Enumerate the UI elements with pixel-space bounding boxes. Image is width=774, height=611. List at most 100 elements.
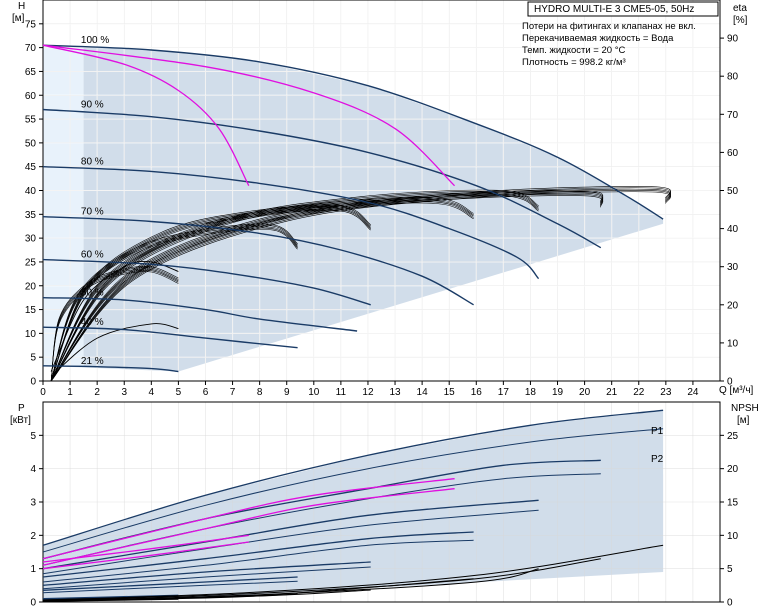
y-right-label-top-1: eta xyxy=(733,3,747,14)
y-tick-label-right: 20 xyxy=(727,464,739,475)
y-tick-label-left: 55 xyxy=(25,115,37,126)
y-tick-label-right: 90 xyxy=(727,34,739,45)
power-curve-p2 xyxy=(42,539,474,583)
x-tick-label: 3 xyxy=(121,387,127,398)
x-tick-label: 24 xyxy=(687,387,699,398)
x-tick-label: 15 xyxy=(444,387,456,398)
x-tick-label: 22 xyxy=(633,387,645,398)
speed-curve-label: 100 % xyxy=(81,35,109,46)
power-curve-p2 xyxy=(42,428,664,553)
y-tick-label-right: 15 xyxy=(727,498,739,509)
magenta-power-curve xyxy=(42,541,249,570)
y-left-label-bottom-2: [кВт] xyxy=(10,415,31,426)
x-tick-label: 1 xyxy=(67,387,73,398)
y-tick-label-left: 1 xyxy=(30,564,36,575)
annotation-fittings: Потери на фитингах и клапанах не вкл. xyxy=(522,21,696,32)
y-tick-label-left: 35 xyxy=(25,210,37,221)
magenta-power-curve xyxy=(42,488,455,566)
power-curve-p2 xyxy=(42,580,298,594)
title-box xyxy=(527,1,719,17)
efficiency-curve xyxy=(50,226,298,382)
x-tick-label: 21 xyxy=(606,387,618,398)
speed-curve-label: 90 % xyxy=(81,100,104,111)
x-tick-label: 5 xyxy=(176,387,182,398)
y-tick-label-left: 20 xyxy=(25,281,37,292)
x-tick-label: 2 xyxy=(94,387,100,398)
annotation-density: Плотность = 998.2 кг/м³ xyxy=(522,57,626,68)
efficiency-curve xyxy=(50,206,371,382)
npsh-curve xyxy=(42,544,664,601)
speed-curve-label: 40 % xyxy=(81,317,104,328)
power-curve-p1 xyxy=(42,576,298,591)
y-left-label-bottom-1: P xyxy=(18,403,25,414)
power-npsh-panel: 0 1 2 3 4 5 0 5 10 15 20 25 xyxy=(30,401,739,609)
power-curve-p1 xyxy=(42,561,371,586)
speed-curve-label: 70 % xyxy=(81,207,104,218)
y-tick-label-left: 5 xyxy=(30,431,36,442)
x-tick-label: 10 xyxy=(308,387,320,398)
x-tick-label: 8 xyxy=(257,387,263,398)
x-tick-label: 19 xyxy=(552,387,564,398)
chart-title: HYDRO MULTI-E 3 CME5-05, 50Hz xyxy=(534,4,694,15)
efficiency-curve xyxy=(50,204,371,382)
y-tick-label-left: 60 xyxy=(25,91,37,102)
efficiency-curve xyxy=(50,224,298,382)
y-tick-label-right: 10 xyxy=(727,338,739,349)
y-right-label-top-2: [%] xyxy=(733,15,748,26)
x-tick-label: 0 xyxy=(40,387,46,398)
efficiency-curve xyxy=(50,200,474,382)
efficiency-curve xyxy=(50,193,604,382)
y-left-label-top-2: [м] xyxy=(12,13,25,24)
y-tick-label-left: 2 xyxy=(30,531,36,542)
y-tick-label-left: 15 xyxy=(25,305,37,316)
y-tick-label-right: 40 xyxy=(727,224,739,235)
magenta-curve xyxy=(42,44,456,187)
efficiency-curve-low xyxy=(50,260,179,372)
efficiency-curve xyxy=(50,190,671,382)
x-tick-label: 7 xyxy=(230,387,236,398)
y-tick-label-left: 3 xyxy=(30,498,36,509)
head-flow-panel: 100 %90 %80 %70 %60 %50 %40 %21 %0 1 2 3 4 5 6… xyxy=(25,0,739,398)
y-right-label-bottom-1: NPSH xyxy=(731,403,759,414)
y-tick-label-right: 70 xyxy=(727,110,739,121)
low-flow-zone xyxy=(43,45,84,367)
y-tick-label-right: 0 xyxy=(727,598,733,609)
speed-curve xyxy=(42,166,540,280)
y-tick-label-left: 4 xyxy=(30,464,36,475)
efficiency-curve xyxy=(50,227,298,382)
speed-curve xyxy=(42,216,474,306)
y-tick-label-left: 70 xyxy=(25,43,37,54)
magenta-power-curve xyxy=(42,478,455,560)
magenta-power-curve xyxy=(42,534,249,563)
speed-curve xyxy=(42,258,371,306)
y-tick-label-right: 60 xyxy=(727,148,739,159)
y-left-label-top-1: H xyxy=(18,1,25,12)
y-tick-label-right: 80 xyxy=(727,72,739,83)
speed-curve xyxy=(42,326,298,349)
y-tick-label-right: 25 xyxy=(727,431,739,442)
y-right-label-bottom-2: [м] xyxy=(737,415,750,426)
npsh-curve xyxy=(42,598,179,602)
efficiency-curve xyxy=(50,195,604,382)
x-tick-label: 23 xyxy=(660,387,672,398)
y-tick-label-left: 45 xyxy=(25,162,37,173)
x-tick-label: 13 xyxy=(389,387,401,398)
npsh-curve xyxy=(42,558,601,601)
efficiency-curve xyxy=(50,186,671,382)
speed-curve xyxy=(42,365,179,373)
y-tick-label-right: 20 xyxy=(727,300,739,311)
annotation-temp: Темп. жидкости = 20 °C xyxy=(522,45,625,56)
speed-curve xyxy=(42,297,358,332)
efficiency-curve xyxy=(50,269,179,382)
y-tick-label-right: 5 xyxy=(727,564,733,575)
x-tick-label: 12 xyxy=(362,387,374,398)
x-axis-label: Q [м³/ч] xyxy=(719,385,754,396)
power-curve-p2 xyxy=(42,566,371,590)
y-tick-label-left: 75 xyxy=(25,19,37,30)
efficiency-curve xyxy=(50,228,298,382)
speed-curve-label: 50 % xyxy=(81,288,104,299)
efficiency-curve xyxy=(50,197,474,382)
y-tick-label-left: 50 xyxy=(25,138,37,149)
efficiency-curve xyxy=(50,201,474,382)
